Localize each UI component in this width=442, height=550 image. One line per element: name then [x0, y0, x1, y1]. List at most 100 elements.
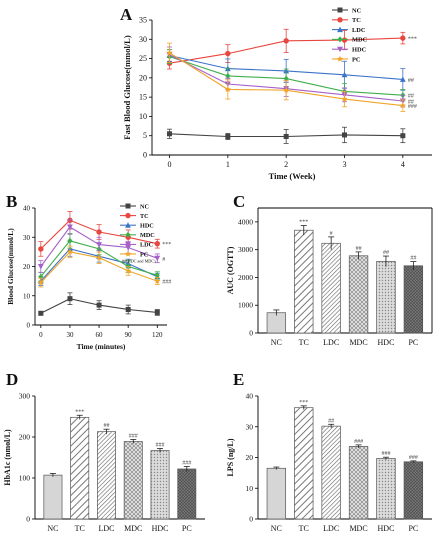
significance-label: ### — [129, 433, 138, 439]
y-tick-label: 5 — [143, 131, 147, 140]
series-pc — [166, 42, 406, 112]
significance-label: # — [162, 257, 165, 263]
bar-tc — [70, 416, 90, 520]
y-tick-label: 2000 — [238, 273, 253, 282]
significance-label: ### — [408, 104, 417, 110]
data-point-ldc — [67, 224, 73, 231]
significance-label: ## — [383, 250, 389, 256]
y-axis-label: Blood Glucose(mmol/L) — [6, 228, 15, 305]
y-tick-label: 40 — [23, 205, 31, 213]
x-tick-label: 120 — [152, 331, 163, 339]
bar-mdc — [348, 446, 369, 520]
legend-entry-pc: PC — [140, 251, 148, 258]
legend-marker-mdc — [125, 231, 131, 238]
category-label: TC — [299, 338, 309, 347]
series-nc — [38, 292, 160, 316]
significance-label: ## — [410, 256, 416, 262]
category-label: NC — [271, 338, 282, 347]
y-tick-label: 10 — [246, 484, 254, 493]
y-tick-label: 10 — [139, 112, 147, 121]
x-tick-label: 30 — [66, 331, 74, 339]
panel-letter-b: B — [6, 192, 17, 211]
legend-marker-ldc — [125, 241, 131, 248]
y-tick-label: 20 — [246, 453, 254, 462]
category-label: PC — [408, 338, 418, 347]
bar-nc — [266, 467, 287, 520]
data-point-nc — [38, 310, 44, 316]
data-point-tc — [38, 246, 44, 252]
y-axis-label: LPS (ng/L) — [226, 438, 235, 476]
significance-label: ## — [356, 246, 362, 252]
category-label: HDC — [152, 524, 169, 533]
y-axis-label: Fast Blood Glucose(mmol/L) — [122, 35, 132, 140]
data-point-pc — [224, 86, 231, 93]
significance-label: ### — [354, 439, 363, 445]
significance-label: ## — [408, 100, 414, 106]
data-point-nc — [225, 133, 231, 139]
y-tick-label: 0 — [249, 515, 253, 524]
panel-b-chart: 0 10 20 30 40 0 30 60 90 120 Time (minutes) Blood G… — [6, 203, 171, 351]
data-point-pc — [95, 254, 103, 261]
category-label: TC — [75, 524, 85, 533]
legend-marker-tc — [125, 212, 131, 219]
series-pc — [37, 245, 161, 288]
bar-hdc — [376, 260, 396, 334]
y-tick-label: 40 — [246, 392, 254, 401]
data-point-mdc — [225, 72, 231, 80]
data-point-mdc — [67, 237, 73, 244]
significance-label: ### — [381, 451, 390, 457]
y-tick-label: 0 — [143, 151, 147, 160]
y-axis-label: AUC (OGTT) — [226, 246, 235, 294]
significance-label: ### — [162, 280, 171, 286]
legend-entry-tc: TC — [140, 213, 149, 220]
significance-label: *** — [408, 37, 417, 43]
x-tick-label: 0 — [39, 331, 43, 339]
significance-label: *** — [162, 242, 171, 248]
legend-marker-ldc — [337, 26, 343, 33]
data-point-pc — [283, 86, 290, 93]
y-tick-label: 3000 — [238, 245, 253, 254]
bar-pc — [403, 265, 424, 334]
data-point-pc — [166, 49, 173, 56]
x-tick-label: 0 — [168, 160, 172, 169]
significance-label: ### — [156, 442, 165, 448]
legend-marker-hdc — [337, 46, 343, 53]
panel-letter-e: E — [233, 370, 244, 389]
y-tick-label: 30 — [23, 234, 31, 242]
x-tick-label: 4 — [401, 160, 405, 169]
legend-marker-pc — [124, 250, 132, 257]
panel-letter-c: C — [233, 192, 245, 211]
data-point-nc — [400, 133, 406, 139]
data-point-tc — [96, 229, 102, 235]
y-tick-label: 0 — [249, 329, 253, 338]
bar-ldc — [97, 431, 116, 520]
bar-ldc — [321, 242, 341, 334]
y-tick-label: 30 — [246, 422, 254, 431]
x-tick-label: 1 — [226, 160, 230, 169]
y-tick-label: 35 — [139, 16, 147, 25]
data-point-ldc — [154, 255, 161, 262]
panel-d-chart: 0 100 200 300 HbA1c (nmol/L) NC *** TC ## LDC ### M… — [3, 392, 205, 533]
significance-label: *** — [299, 220, 308, 226]
y-tick-label: 1000 — [238, 301, 253, 310]
significance-label: *** — [299, 400, 308, 406]
legend-marker-nc — [125, 203, 131, 209]
category-label: LDC — [323, 338, 339, 347]
legend-marker-pc — [336, 55, 344, 62]
legend-marker-mdc — [337, 36, 343, 43]
legend-entry-hdc: HDC — [140, 223, 154, 230]
y-tick-label: 0 — [26, 515, 30, 524]
data-point-nc — [67, 296, 73, 302]
y-tick-label: 300 — [19, 392, 31, 401]
y-tick-label: 25 — [139, 54, 147, 63]
y-tick-label: 30 — [139, 35, 147, 44]
data-point-ldc — [341, 71, 348, 78]
legend-marker-tc — [337, 17, 343, 23]
bar-nc — [43, 474, 63, 520]
significance-label: ## — [408, 94, 414, 100]
data-point-pc — [399, 102, 406, 109]
significance-label: ## — [103, 423, 109, 429]
category-label: MDC — [349, 338, 367, 347]
data-point-ldc — [399, 76, 406, 82]
x-tick-label: 3 — [343, 160, 347, 169]
